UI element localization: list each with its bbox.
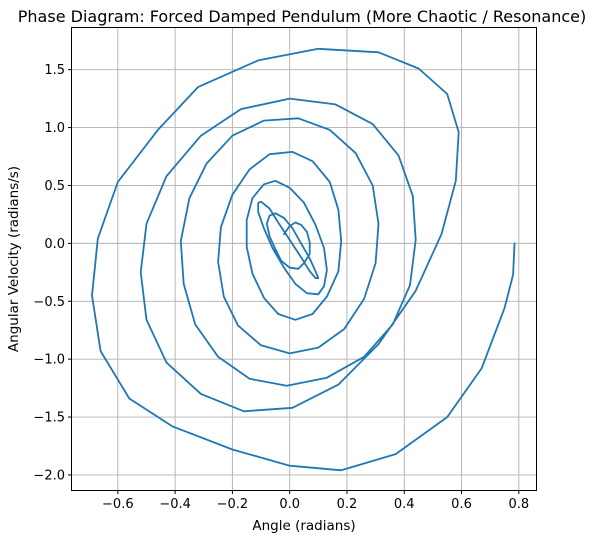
series-line-trajectory [91, 47, 516, 472]
y-tick-label: −1.0 [33, 353, 65, 368]
x-tick-label: −0.6 [102, 497, 134, 512]
y-tick-label: −0.5 [33, 295, 65, 310]
x-tick-label: −0.4 [159, 497, 191, 512]
axis-ticks: −0.6 −0.4 −0.2 0.0 0.2 0.4 0.6 0.8 −2.0 −1.5 −1.0 −… [33, 63, 529, 512]
x-tick-label: 0.6 [451, 497, 472, 512]
y-axis-label: Angular Velocity (radians/s) [6, 166, 22, 352]
plot-frame [71, 27, 537, 491]
y-tick-label: 0.0 [44, 237, 65, 252]
x-tick-label: −0.2 [217, 497, 249, 512]
y-tick-label: −2.0 [33, 468, 65, 483]
y-tick-label: −1.5 [33, 411, 65, 426]
chart-title: Phase Diagram: Forced Damped Pendulum (M… [18, 7, 586, 26]
y-tick-label: 1.0 [44, 121, 65, 136]
y-tick-label: 0.5 [44, 179, 65, 194]
series-layer [91, 47, 516, 472]
x-tick-label: 0.8 [508, 497, 529, 512]
x-tick-label: 0.0 [279, 497, 300, 512]
grid-lines [72, 28, 536, 490]
x-tick-label: 0.2 [337, 497, 358, 512]
y-tick-label: 1.5 [44, 63, 65, 78]
x-tick-label: 0.4 [394, 497, 415, 512]
x-axis-label: Angle (radians) [252, 518, 355, 534]
